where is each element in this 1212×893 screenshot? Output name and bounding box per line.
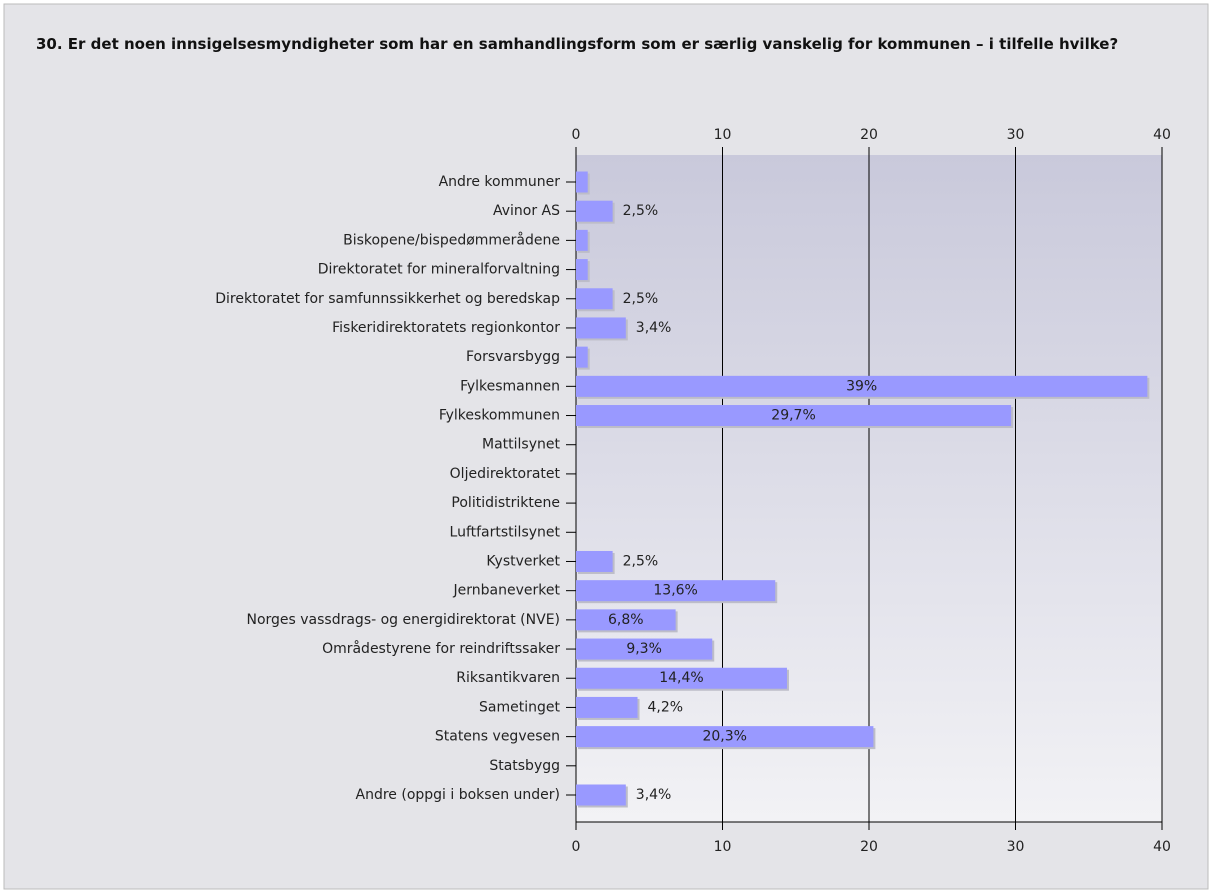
y-tick-label: Politidistriktene (451, 495, 560, 511)
y-tick-label: Mattilsynet (482, 437, 560, 453)
bar (576, 259, 588, 281)
x-tick-label: 0 (572, 839, 581, 855)
y-tick-label: Fiskeridirektoratets regionkontor (332, 320, 560, 336)
x-tick-label: 40 (1153, 839, 1171, 855)
x-tick-label: 10 (714, 839, 732, 855)
bar (576, 550, 613, 572)
y-tick-label: Luftfartstilsynet (450, 524, 561, 540)
bar (576, 609, 676, 631)
x-tick-label: 30 (1007, 127, 1025, 143)
bar (576, 638, 713, 660)
bar (576, 346, 588, 368)
y-tick-label: Riksantikvaren (456, 670, 560, 686)
data-label: 2,5% (623, 553, 659, 569)
bar (576, 317, 626, 339)
bar (576, 726, 874, 748)
y-tick-label: Sametinget (479, 699, 560, 715)
title-box: 30. Er det noen innsigelsesmyndigheter s… (36, 36, 1119, 53)
bar (576, 171, 588, 193)
x-tick-label: 10 (714, 127, 732, 143)
bar (576, 405, 1012, 427)
data-label: 29,7% (771, 408, 815, 424)
y-tick-label: Fylkeskommunen (439, 408, 560, 424)
x-tick-label: 0 (572, 127, 581, 143)
data-label: 3,4% (636, 320, 672, 336)
x-tick-label: 40 (1153, 127, 1171, 143)
y-tick-label: Fylkesmannen (460, 378, 560, 394)
data-label: 6,8% (608, 612, 644, 628)
x-tick-label: 30 (1007, 839, 1025, 855)
data-label: 2,5% (623, 291, 659, 307)
y-tick-label: Statsbygg (489, 758, 560, 774)
bar (576, 784, 626, 806)
y-tick-label: Områdestyrene for reindriftssaker (322, 640, 560, 657)
bar (576, 288, 613, 310)
data-label: 14,4% (659, 670, 703, 686)
data-label: 2,5% (623, 203, 659, 219)
bar (576, 229, 588, 251)
data-label: 13,6% (653, 583, 697, 599)
x-tick-label: 20 (860, 839, 878, 855)
y-tick-label: Forsvarsbygg (466, 349, 560, 365)
y-tick-label: Direktoratet for mineralforvaltning (318, 262, 560, 278)
bar (576, 375, 1148, 397)
data-label: 4,2% (648, 699, 684, 715)
y-tick-label: Norges vassdrags- og energidirektorat (N… (246, 612, 560, 628)
bar (576, 667, 787, 689)
y-tick-label: Kystverket (486, 553, 560, 569)
chart-title: 30. Er det noen innsigelsesmyndigheter s… (36, 36, 1119, 53)
y-tick-label: Andre (oppgi i boksen under) (356, 787, 560, 803)
x-tick-label: 20 (860, 127, 878, 143)
y-tick-label: Andre kommuner (439, 174, 561, 190)
y-tick-label: Oljedirektoratet (450, 466, 561, 482)
data-label: 3,4% (636, 787, 672, 803)
y-tick-label: Direktoratet for samfunnssikkerhet og be… (215, 291, 560, 307)
bar (576, 200, 613, 222)
bar (576, 696, 638, 718)
data-label: 20,3% (702, 729, 746, 745)
data-label: 39% (846, 378, 877, 394)
y-tick-label: Biskopene/bispedømmerådene (343, 231, 560, 248)
data-label: 9,3% (626, 641, 662, 657)
bar (576, 580, 776, 602)
y-tick-label: Avinor AS (493, 203, 560, 219)
y-tick-label: Jernbaneverket (453, 583, 561, 599)
y-tick-label: Statens vegvesen (435, 729, 560, 745)
